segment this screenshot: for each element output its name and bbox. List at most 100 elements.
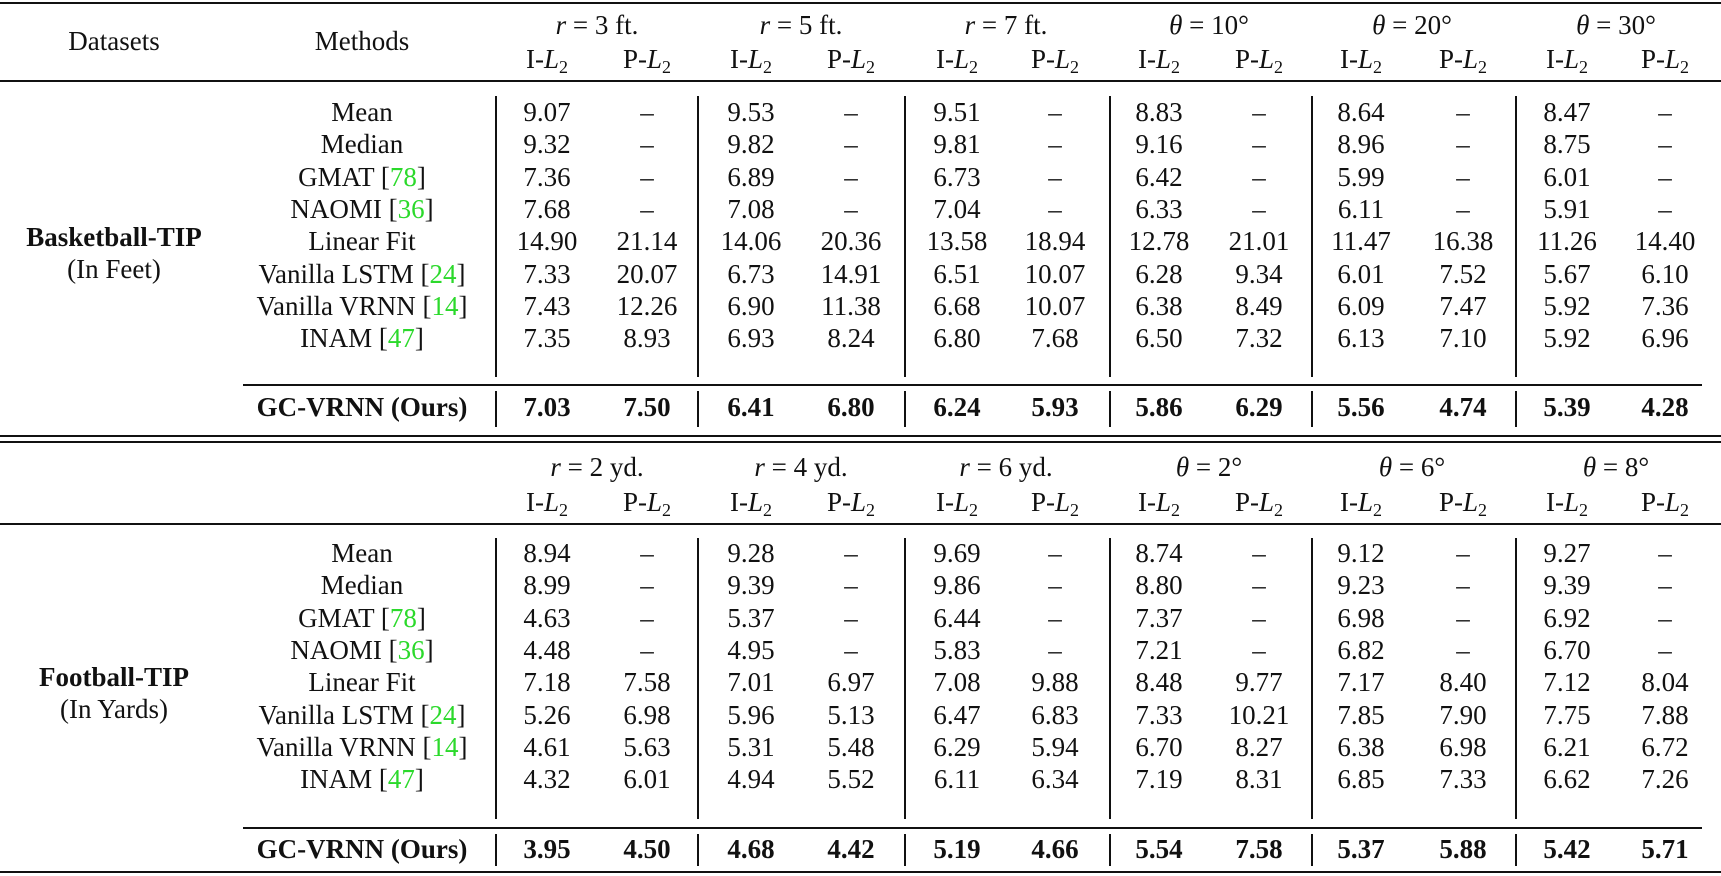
table-cell-best: 5.56: [1337, 392, 1385, 422]
table-cell: 5.48: [827, 731, 875, 762]
table-cell: 6.98: [1439, 731, 1487, 762]
table-cell: 7.90: [1439, 699, 1487, 730]
column-group-header: r = 6 yd.: [959, 450, 1052, 484]
metric-symbol: L: [543, 487, 560, 517]
metric-subscript: 2: [1478, 57, 1488, 77]
metric-header-p-l2: P-L2: [623, 485, 671, 527]
method-name: Vanilla LSTM [24]: [259, 698, 466, 732]
column-variable: θ: [1372, 10, 1386, 40]
table-cell: 9.77: [1235, 667, 1283, 698]
metric-symbol: L: [1462, 44, 1479, 74]
table-cell: –: [1252, 602, 1266, 633]
table-cell: 8.48: [1135, 667, 1183, 698]
table-cell: 6.29: [933, 731, 981, 762]
table-cell: 7.68: [523, 193, 571, 224]
column-condition: = 7 ft.: [975, 10, 1048, 40]
citation-bracket: ]: [424, 193, 434, 224]
table-cell: 6.09: [1337, 290, 1385, 321]
table-cell: –: [1252, 97, 1266, 127]
table-cell: 8.94: [523, 538, 571, 568]
table-cell: 6.83: [1031, 699, 1079, 730]
citation-bracket: ]: [456, 699, 466, 730]
metric-symbol: L: [1258, 487, 1275, 517]
table-cell: –: [844, 161, 858, 192]
metric-prefix: P-: [1438, 44, 1463, 74]
table-cell: 4.94: [727, 764, 775, 795]
table-cell: –: [1456, 602, 1470, 633]
column-condition: = 10°: [1182, 10, 1249, 40]
column-separator: [495, 538, 497, 819]
citation-bracket: ]: [416, 602, 426, 633]
table-cell: –: [1658, 602, 1672, 633]
metric-symbol: L: [1054, 487, 1071, 517]
table-cell: –: [1252, 634, 1266, 665]
table-cell: 4.61: [523, 731, 571, 762]
table-cell: –: [1658, 97, 1672, 127]
metric-header-i-l2: I-L2: [1340, 485, 1382, 527]
table-cell: –: [1456, 97, 1470, 127]
table-cell: 8.93: [623, 323, 671, 354]
column-group-header: θ = 20°: [1372, 8, 1452, 42]
table-cell: 9.86: [933, 570, 981, 601]
citation-bracket: [: [388, 193, 398, 224]
metric-prefix: P-: [622, 487, 647, 517]
citation-bracket: [: [378, 323, 388, 354]
metric-symbol: L: [646, 487, 663, 517]
table-cell: 13.58: [926, 226, 988, 257]
table-cell: –: [1658, 538, 1672, 568]
metric-symbol: L: [1155, 44, 1172, 74]
column-separator: [495, 96, 497, 377]
column-variable: r: [759, 10, 771, 40]
table-cell: 6.44: [933, 602, 981, 633]
table-cell: 14.90: [516, 226, 578, 257]
ours-rule: [243, 827, 1702, 829]
column-condition: = 2°: [1189, 452, 1243, 482]
column-group-header: θ = 6°: [1379, 450, 1445, 484]
table-cell: 6.62: [1543, 764, 1591, 795]
table-cell: 7.88: [1641, 699, 1689, 730]
metric-subscript: 2: [1373, 57, 1383, 77]
table-cell: 7.18: [523, 667, 571, 698]
table-cell: 5.92: [1543, 290, 1591, 321]
column-group-header: r = 5 ft.: [760, 8, 843, 42]
table-cell-best: 5.37: [1337, 834, 1385, 864]
column-group-header: θ = 8°: [1583, 450, 1649, 484]
table-cell: 6.21: [1543, 731, 1591, 762]
table-cell: 11.47: [1331, 226, 1391, 257]
metric-header-i-l2: I-L2: [1138, 42, 1180, 84]
method-label: Vanilla VRNN: [256, 290, 423, 321]
table-cell: 14.91: [820, 258, 882, 289]
table-cell: 6.82: [1337, 634, 1385, 665]
table-cell: –: [1252, 538, 1266, 568]
table-cell: 7.08: [727, 193, 775, 224]
citation-bracket: ]: [456, 258, 466, 289]
method-label: Median: [320, 129, 404, 160]
table-cell: 5.67: [1543, 258, 1591, 289]
column-condition: = 6 yd.: [969, 452, 1053, 482]
table-cell: –: [1456, 193, 1470, 224]
table-cell: –: [844, 97, 858, 127]
table-cell-best: 6.29: [1235, 392, 1283, 422]
metric-subscript: 2: [559, 500, 569, 520]
metric-subscript: 2: [1579, 57, 1589, 77]
method-label: Vanilla LSTM: [258, 258, 421, 289]
column-separator: [904, 834, 906, 866]
citation-link: 24: [429, 699, 457, 730]
citation-link: 14: [431, 290, 459, 321]
metric-prefix: P-: [622, 44, 647, 74]
method-suffix: (Ours): [390, 392, 468, 422]
table-cell: 11.38: [821, 290, 881, 321]
metric-prefix: P-: [1030, 44, 1055, 74]
method-label: NAOMI: [290, 193, 389, 224]
table-cell: 7.36: [523, 161, 571, 192]
table-cell: 7.08: [933, 667, 981, 698]
column-separator: [1311, 96, 1313, 377]
table-cell: 5.99: [1337, 161, 1385, 192]
table-cell-best: 4.74: [1439, 392, 1487, 422]
metric-symbol: L: [850, 44, 867, 74]
column-separator: [1311, 538, 1313, 819]
table-cell: 5.83: [933, 634, 981, 665]
table-cell: –: [640, 129, 654, 160]
table-cell: 7.75: [1543, 699, 1591, 730]
